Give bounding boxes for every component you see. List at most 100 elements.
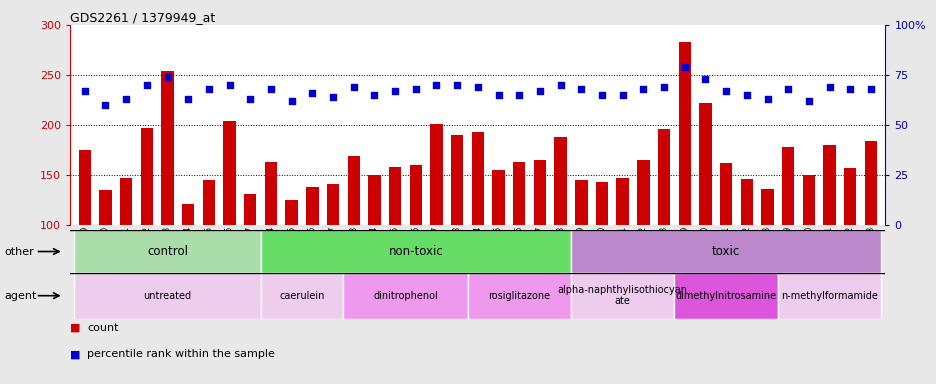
Text: control: control (147, 245, 188, 258)
Point (697, 76, 712, 82)
Point (636, 86, 651, 92)
Bar (491, 170, 505, 225)
Point (325, 94, 340, 100)
Bar (802, 175, 814, 225)
Bar (161, 71, 173, 225)
Point (388, 88, 402, 94)
Bar (616, 178, 628, 225)
Bar (471, 132, 484, 225)
Bar (450, 135, 463, 225)
Text: other: other (5, 247, 35, 257)
Point (532, 88, 547, 94)
Bar (570, 273, 674, 319)
Point (304, 90, 319, 96)
Bar (674, 273, 777, 319)
Bar (140, 128, 153, 225)
Point (677, 64, 692, 70)
Bar (347, 156, 359, 225)
Bar (678, 42, 690, 225)
Point (367, 92, 382, 98)
Bar (99, 190, 111, 225)
Text: rosiglitazone: rosiglitazone (488, 291, 549, 301)
Point (449, 82, 464, 88)
Bar (739, 179, 753, 225)
Point (470, 84, 485, 90)
Text: GDS2261 / 1379949_at: GDS2261 / 1379949_at (70, 12, 215, 25)
Text: caerulein: caerulein (279, 291, 325, 301)
Bar (554, 137, 566, 225)
Point (593, 92, 608, 98)
Point (201, 86, 216, 92)
Text: non-toxic: non-toxic (388, 245, 443, 258)
Bar (782, 147, 794, 225)
Bar (719, 163, 732, 225)
Point (490, 92, 505, 98)
Point (408, 86, 423, 92)
Bar (243, 194, 256, 225)
Text: alpha-naphthylisothiocyan
ate: alpha-naphthylisothiocyan ate (557, 285, 687, 306)
Bar (265, 162, 277, 225)
Text: toxic: toxic (711, 245, 739, 258)
Bar (120, 178, 132, 225)
Bar (513, 162, 525, 225)
Bar (74, 230, 260, 273)
Bar (467, 273, 570, 319)
Point (160, 74, 175, 80)
Bar (864, 141, 876, 225)
Bar (306, 187, 318, 225)
Text: n-methylformamide: n-methylformamide (781, 291, 877, 301)
Text: count: count (87, 323, 119, 333)
Point (77, 88, 92, 94)
Point (841, 86, 856, 92)
Text: ■: ■ (70, 323, 80, 333)
Bar (430, 124, 442, 225)
Point (780, 86, 795, 92)
Point (511, 92, 526, 98)
Point (222, 82, 237, 88)
Point (656, 84, 671, 90)
Point (800, 98, 815, 104)
Text: agent: agent (5, 291, 37, 301)
Bar (823, 145, 835, 225)
Point (242, 96, 257, 102)
Bar (260, 230, 570, 273)
Point (718, 88, 733, 94)
Point (429, 82, 444, 88)
Text: untreated: untreated (143, 291, 191, 301)
Point (615, 92, 630, 98)
Bar (657, 129, 669, 225)
Bar (74, 273, 260, 319)
Point (284, 98, 299, 104)
Bar (843, 168, 856, 225)
Bar (575, 180, 587, 225)
Bar (260, 273, 343, 319)
Bar (182, 204, 194, 225)
Point (98, 102, 113, 108)
Point (821, 84, 836, 90)
Bar (761, 189, 773, 225)
Point (139, 82, 154, 88)
Point (863, 86, 878, 92)
Bar (327, 184, 339, 225)
Bar (79, 150, 91, 225)
Point (759, 96, 774, 102)
Bar (698, 103, 711, 225)
Bar (368, 175, 380, 225)
Bar (570, 230, 881, 273)
Text: dinitrophenol: dinitrophenol (373, 291, 437, 301)
Bar (595, 182, 607, 225)
Point (181, 96, 196, 102)
Bar (223, 121, 236, 225)
Point (552, 82, 567, 88)
Point (346, 84, 361, 90)
Bar (534, 160, 546, 225)
Point (119, 96, 134, 102)
Text: ■: ■ (70, 349, 80, 359)
Bar (409, 165, 421, 225)
Text: dimethylnitrosamine: dimethylnitrosamine (675, 291, 776, 301)
Bar (388, 167, 401, 225)
Bar (636, 160, 649, 225)
Point (263, 86, 278, 92)
Point (739, 92, 753, 98)
Bar (777, 273, 881, 319)
